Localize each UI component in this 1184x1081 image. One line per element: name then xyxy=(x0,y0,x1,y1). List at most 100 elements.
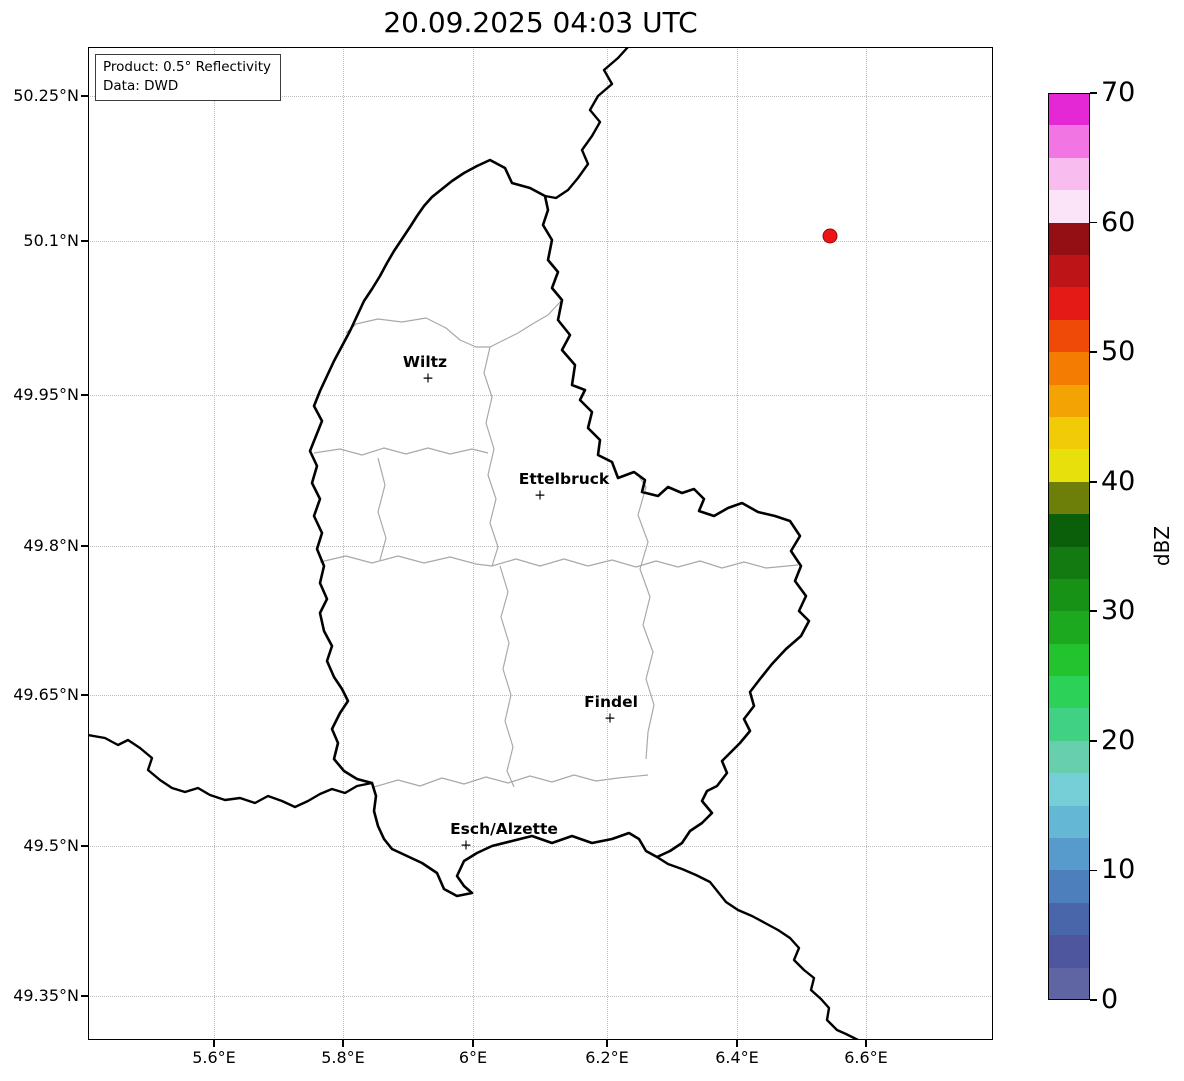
border-france-belgium xyxy=(88,733,374,809)
border-france-germany xyxy=(655,855,860,1040)
figure-title: 20.09.2025 04:03 UTC xyxy=(383,6,698,39)
lat-tick-mark xyxy=(81,694,88,696)
lat-tick-label: 50.25°N xyxy=(13,86,79,105)
info-box-product: Product: 0.5° Reflectivity xyxy=(103,59,271,75)
lon-tick-mark xyxy=(865,1040,867,1047)
lat-tick-label: 49.35°N xyxy=(13,986,79,1005)
colorbar-segment xyxy=(1048,967,1090,1000)
v-gridline xyxy=(737,47,738,1040)
colorbar-tick-mark xyxy=(1090,92,1097,94)
h-gridline xyxy=(88,395,993,396)
colorbar-segment xyxy=(1048,708,1090,741)
country-border xyxy=(308,158,811,898)
lon-tick-label: 6.4°E xyxy=(715,1048,759,1067)
colorbar-segment xyxy=(1048,902,1090,936)
colorbar-tick-mark xyxy=(1090,740,1097,742)
city-marker-icon: + xyxy=(422,370,434,387)
colorbar-segment xyxy=(1048,611,1090,644)
lon-tick-mark xyxy=(736,1040,738,1047)
colorbar-segment xyxy=(1048,514,1090,547)
colorbar-segment xyxy=(1048,93,1090,126)
map-svg xyxy=(88,47,860,1040)
colorbar xyxy=(1048,93,1090,1000)
city-label: Ettelbruck xyxy=(518,470,610,488)
colorbar-segment xyxy=(1048,190,1090,223)
district-borders xyxy=(313,299,799,788)
lat-tick-mark xyxy=(81,545,88,547)
city-label: Esch/Alzette xyxy=(450,820,558,838)
lat-tick-mark xyxy=(81,240,88,242)
colorbar-segment xyxy=(1048,935,1090,968)
lat-tick-label: 49.65°N xyxy=(13,685,79,704)
v-gridline xyxy=(866,47,867,1040)
colorbar-segment xyxy=(1048,449,1090,482)
colorbar-segment xyxy=(1048,838,1090,871)
lon-tick-mark xyxy=(606,1040,608,1047)
colorbar-segment xyxy=(1048,255,1090,288)
lat-tick-mark xyxy=(81,845,88,847)
colorbar-segment xyxy=(1048,870,1090,903)
lat-tick-mark xyxy=(81,95,88,97)
colorbar-tick-mark xyxy=(1090,480,1097,483)
colorbar-segment xyxy=(1048,546,1090,579)
colorbar-segment xyxy=(1048,416,1090,450)
colorbar-bar xyxy=(1048,93,1090,1000)
lon-tick-mark xyxy=(472,1040,474,1047)
lat-tick-label: 49.5°N xyxy=(23,836,79,855)
colorbar-segment xyxy=(1048,222,1090,256)
h-gridline xyxy=(88,695,993,696)
lon-tick-label: 6.6°E xyxy=(844,1048,888,1067)
lat-tick-label: 49.8°N xyxy=(23,536,79,555)
city-label: Findel xyxy=(584,693,638,711)
lat-tick-label: 50.1°N xyxy=(23,231,79,250)
city-marker-icon: + xyxy=(604,710,616,727)
colorbar-tick-mark xyxy=(1090,999,1097,1001)
h-gridline xyxy=(88,546,993,547)
lon-tick-label: 5.6°E xyxy=(192,1048,236,1067)
lon-tick-mark xyxy=(342,1040,344,1047)
v-gridline xyxy=(343,47,344,1040)
h-gridline xyxy=(88,846,993,847)
v-gridline xyxy=(214,47,215,1040)
lon-tick-label: 5.8°E xyxy=(321,1048,365,1067)
city-marker-icon: + xyxy=(460,837,472,854)
colorbar-segment xyxy=(1048,773,1090,806)
city-label: Wiltz xyxy=(402,353,448,371)
lon-tick-mark xyxy=(213,1040,215,1047)
border-belgium-germany xyxy=(543,47,630,200)
neighbor-borders xyxy=(88,47,860,1040)
colorbar-segment xyxy=(1048,676,1090,709)
colorbar-segment xyxy=(1048,481,1090,515)
colorbar-segment xyxy=(1048,352,1090,385)
colorbar-segment xyxy=(1048,740,1090,774)
colorbar-tick-label: 70 xyxy=(1101,77,1136,108)
colorbar-tick-label: 20 xyxy=(1101,724,1136,756)
colorbar-tick-label: 60 xyxy=(1101,206,1136,238)
h-gridline xyxy=(88,241,993,242)
lat-tick-mark xyxy=(81,995,88,997)
v-gridline xyxy=(607,47,608,1040)
lat-tick-mark xyxy=(81,394,88,396)
lat-tick-label: 49.95°N xyxy=(13,385,79,404)
lon-tick-label: 6°E xyxy=(458,1048,488,1067)
colorbar-segment xyxy=(1048,319,1090,353)
city-marker-icon: + xyxy=(534,487,546,504)
colorbar-tick-mark xyxy=(1090,610,1097,613)
colorbar-tick-label: 0 xyxy=(1101,984,1119,1015)
colorbar-segment xyxy=(1048,643,1090,677)
colorbar-unit-label: dBZ xyxy=(1150,525,1174,567)
h-gridline xyxy=(88,996,993,997)
info-box-source: Data: DWD xyxy=(103,78,179,95)
colorbar-tick-mark xyxy=(1090,869,1097,872)
h-gridline xyxy=(88,96,993,97)
colorbar-segment xyxy=(1048,384,1090,417)
colorbar-tick-label: 10 xyxy=(1101,854,1136,886)
colorbar-segment xyxy=(1048,125,1090,158)
lon-tick-label: 6.2°E xyxy=(585,1048,629,1067)
colorbar-tick-label: 40 xyxy=(1101,465,1136,497)
map-panel: Product: 0.5° Reflectivity Data: DWD + Wi… xyxy=(88,47,993,1040)
radar-echo-marker xyxy=(822,228,838,244)
colorbar-segment xyxy=(1048,287,1090,320)
colorbar-segment xyxy=(1048,578,1090,612)
